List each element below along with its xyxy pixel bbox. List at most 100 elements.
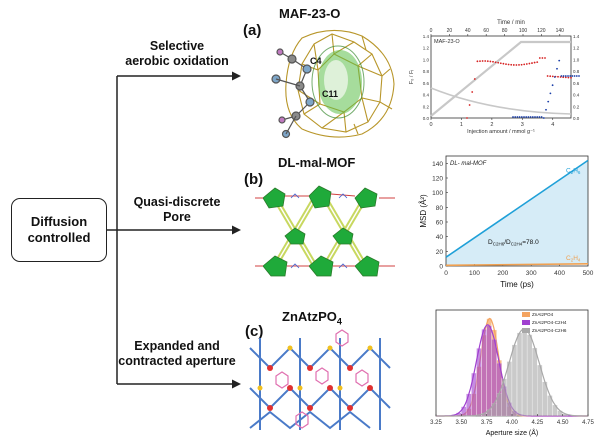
red-series-point <box>549 75 552 78</box>
red-series-point <box>525 63 528 65</box>
series-line-c2h4 <box>445 263 589 267</box>
red-series-point <box>541 57 544 59</box>
x-axis-label: Aperture size (Å) <box>486 428 539 437</box>
red-series-point <box>510 63 513 66</box>
gray-series-decay <box>430 87 572 115</box>
red-series-point <box>499 62 502 65</box>
framework-chains <box>249 338 391 430</box>
hist-bar-2 <box>516 332 523 417</box>
top-tick-label: 60 <box>483 28 489 34</box>
phosphate-groups <box>267 365 373 411</box>
red-series-point <box>520 63 523 66</box>
red-series-point <box>471 91 474 93</box>
red-series-point <box>533 61 536 64</box>
blue-series-point <box>536 116 539 118</box>
maf-23-o-structure-image: C4 C11 <box>271 29 395 139</box>
blue-series-point <box>540 116 543 118</box>
red-series-point <box>481 60 484 62</box>
top-tick-label: 100 <box>519 28 528 34</box>
top-tick-label: 80 <box>502 28 508 34</box>
top-tick-label: 40 <box>465 28 471 34</box>
blue-series-point <box>567 75 569 77</box>
top-tick-label: 20 <box>447 28 453 34</box>
x-tick-label: 200 <box>497 270 508 277</box>
red-series-point <box>505 63 507 66</box>
red-series-point <box>494 61 497 64</box>
x-tick-label: 4 <box>551 122 554 128</box>
blue-series-point <box>556 67 558 70</box>
blue-series-point <box>551 84 554 87</box>
y-tick-label: 100 <box>432 190 443 197</box>
chart-c-aperture: 3.25 3.50 3.75 4.00 4.25 4.50 4.75 Aperture siz… <box>430 309 594 437</box>
blue-series-point <box>516 116 519 118</box>
inset-label: MAF-23-O <box>434 39 460 45</box>
top-tick-label: 120 <box>537 28 546 34</box>
pore-opening <box>324 60 348 100</box>
red-series-point <box>473 78 476 80</box>
inset-label: DL- mal-MOF <box>450 161 487 167</box>
y-axis-label: F₀ / Fᵢ <box>409 70 415 85</box>
y-tick-label: 0 <box>439 264 443 271</box>
blue-series-point <box>575 75 578 77</box>
dl-mal-mof-structure-image <box>255 185 395 277</box>
red-series-point <box>486 60 489 63</box>
x-tick-label: 400 <box>554 270 565 277</box>
arrowhead-2 <box>232 225 241 235</box>
red-series-point <box>544 57 546 59</box>
red-series-point <box>531 62 533 64</box>
y-left-tick-label: 1.0 <box>423 57 430 62</box>
blue-series-point <box>534 116 536 118</box>
guest-molecule <box>271 48 315 139</box>
x-tick-label: 3 <box>521 122 524 128</box>
legend-swatch <box>522 312 530 317</box>
x-tick-label: 0 <box>429 122 432 128</box>
linker-rods <box>272 197 368 267</box>
x-tick-label: 3.75 <box>481 420 493 426</box>
legend-label: ZnAtzPO4-C2H4 <box>532 320 567 325</box>
x-tick-label: 4.75 <box>582 420 594 426</box>
legend-swatch <box>522 328 530 333</box>
panel-label-b: (b) <box>244 171 264 188</box>
hist-bar-1 <box>486 325 492 417</box>
branch-2-line1: Quasi-discrete <box>133 195 221 209</box>
red-series-point <box>466 117 468 119</box>
red-series-point <box>551 75 554 78</box>
y-right-tick-label: 0.6 <box>573 81 580 86</box>
y-left-tick-label: 0.2 <box>423 104 430 109</box>
atom-label-c11: C11 <box>322 89 338 99</box>
y-axis-label: MSD (Å²) <box>419 194 428 228</box>
legend-swatch <box>522 320 530 325</box>
blue-series-point <box>573 75 576 77</box>
y-right-tick-label: 0.4 <box>573 93 580 98</box>
red-series-point <box>538 57 541 59</box>
material-title-c: ZnAtzPO4 <box>282 309 342 327</box>
hist-bar-2 <box>522 329 528 417</box>
y-tick-label: 120 <box>432 176 443 183</box>
red-series-point <box>515 64 518 66</box>
y-tick-label: 20 <box>436 249 444 256</box>
x-tick-label: 4.00 <box>506 420 518 426</box>
x-tick-label: 3.25 <box>430 420 442 426</box>
red-series-point <box>518 64 520 66</box>
blue-series-point <box>527 116 530 118</box>
arrowhead-3 <box>232 379 241 389</box>
y-right-tick-label: 1.0 <box>573 57 580 62</box>
blue-series-point <box>514 116 517 118</box>
branch-3-line2: contracted aperture <box>118 354 236 368</box>
y-right-tick-label: 1.2 <box>573 46 580 51</box>
blue-series-point <box>562 75 565 77</box>
red-series-point <box>570 76 572 79</box>
x-tick-label: 100 <box>469 270 480 277</box>
hist-bar-2 <box>511 344 517 417</box>
y-tick-label: 140 <box>432 161 443 168</box>
x-axis-label: Injection amount / mmol g⁻¹ <box>467 129 535 135</box>
x-tick-label: 500 <box>583 270 594 277</box>
x-tick-label: 0 <box>444 270 448 277</box>
material-title-b: DL-mal-MOF <box>278 155 356 170</box>
legend-label: ZnAtzPO4 <box>532 312 554 317</box>
red-series-point <box>536 61 539 63</box>
red-series-point <box>528 62 531 65</box>
branch-label-2: Quasi-discrete Pore <box>118 195 236 225</box>
red-series-point <box>502 62 505 65</box>
branch-1-line1: Selective <box>149 39 205 53</box>
